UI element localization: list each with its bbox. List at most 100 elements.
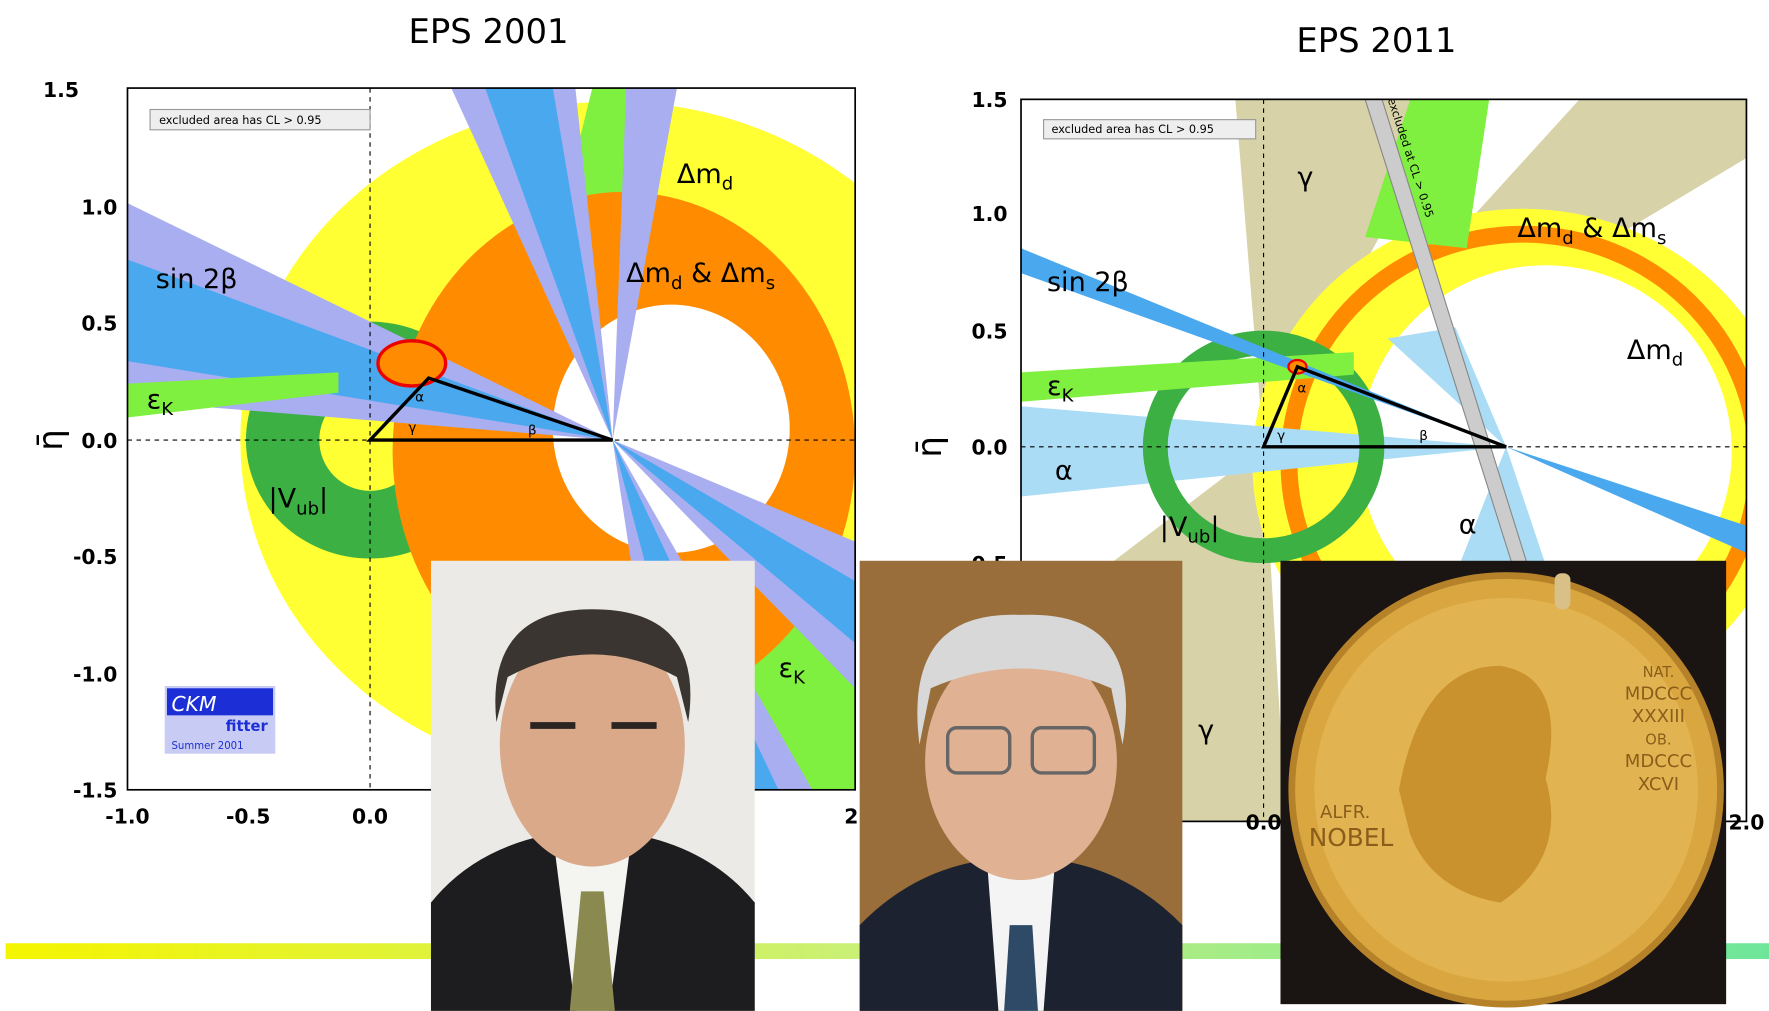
text-part: |V [1160,512,1188,543]
annotation: Δmd [1627,335,1683,371]
medal-text: ALFR. [1320,802,1370,823]
shape [366,376,614,442]
medal-text: XXXIII [1632,706,1685,727]
annotation: γ [408,420,416,436]
shape [917,614,1127,745]
medal-text: XCVI [1638,774,1679,795]
annotation: |Vub| [1160,512,1220,548]
shape [1021,352,1354,402]
shape [166,688,274,716]
text-part: d [722,174,733,195]
photo [859,560,1183,1011]
shape [945,726,1012,775]
x-tick-label: 2.0 [1728,810,1764,834]
text-part: ub [296,499,319,520]
shape [925,643,1117,881]
text-part: s [766,273,775,294]
annotation: α [1297,381,1306,397]
medal-text: NAT. [1643,664,1675,681]
annotation: εK [1047,371,1075,407]
shape [1398,665,1552,903]
legend: excluded area has CL > 0.95 [159,114,322,127]
medal-text: MDCCC [1625,751,1692,772]
medal-text: OB. [1645,732,1671,749]
shape [611,722,657,729]
text-part: |V [269,484,297,515]
text-part: Δm [1517,213,1562,244]
annotation: α [415,390,424,406]
annotation: γ [1277,428,1285,444]
y-tick-label: 0.5 [81,312,117,336]
text-part: d [1672,350,1683,371]
text-part: Δm [1627,335,1672,366]
annotation: Δmd [677,159,733,195]
y-tick-label: 0.5 [972,320,1008,344]
text-part: & Δm [683,258,766,289]
annotation: α [1055,456,1073,487]
shape [1030,726,1097,775]
annotation: β [528,422,537,438]
text-part: | [1210,512,1219,543]
text-part: ε [147,384,162,415]
annotation: β [1419,428,1428,444]
annotation: |Vub| [269,484,329,520]
y-tick-label: 1.0 [81,195,117,219]
text-part: Δm [626,258,671,289]
text-part: ε [1047,371,1062,402]
plot-title: EPS 2001 [408,12,568,51]
legend-box [1043,119,1257,140]
photo [430,560,755,1011]
logo-text: fitter [226,718,269,735]
annotation: γ [1297,162,1313,193]
medal-text: MDCCC [1625,684,1692,705]
y-tick-label: -1.0 [73,662,117,686]
y-axis-label: η̄ [910,436,949,457]
y-tick-label: 0.0 [81,429,117,453]
shape [569,891,615,1011]
medal-photo: ALFR. NOBEL NAT. MDCCC XXXIII OB. MDCCC … [1280,560,1727,1008]
shape [1261,364,1507,449]
annotation: sin 2β [1047,267,1129,298]
shape [376,339,448,388]
y-tick-label: -1.5 [73,779,117,803]
shape [1004,925,1038,1011]
y-tick-label: 1.5 [43,78,79,102]
y-tick-label: 1.0 [972,202,1008,226]
logo-text: CKM [171,692,216,716]
shape [1365,99,1490,249]
text-part: Δm [677,159,722,190]
y-tick-label: 1.5 [972,88,1008,112]
medal-text: NOBEL [1309,823,1394,852]
y-tick-label: 0.0 [972,436,1008,460]
legend-box [149,108,371,131]
text-part: ε [778,653,793,684]
shape [499,622,685,867]
shape [612,88,677,441]
text-part: d [671,273,682,294]
annotation: α [1459,510,1477,541]
x-tick-label: -0.5 [226,805,270,829]
annotation: εK [147,384,175,420]
x-tick-label: -1.0 [105,805,149,829]
logo-text: Summer 2001 [171,741,243,752]
x-tick-label: 0.0 [1246,810,1282,834]
shape [612,440,856,644]
shape [1554,573,1571,610]
annotation: γ [1198,715,1214,746]
text-part: K [161,399,174,420]
shape [127,372,339,418]
shape [495,609,691,723]
annotation: sin 2β [156,264,238,295]
shape [530,722,576,729]
text-part: | [319,484,328,515]
shape [485,88,613,441]
y-axis-label: η̄ [31,429,70,450]
annotation: Δmd & Δms [1517,213,1666,249]
text-part: s [1657,228,1666,249]
text-part: d [1562,228,1573,249]
annotation: Δmd & Δms [626,258,775,294]
x-tick-label: 0.0 [352,805,388,829]
text-part: K [793,668,806,689]
